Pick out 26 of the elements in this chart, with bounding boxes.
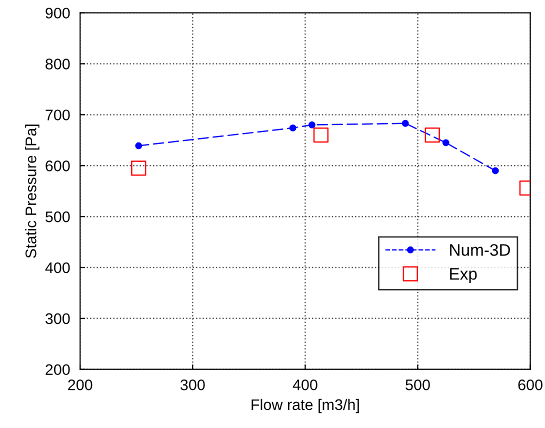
y-tick-label: 600 <box>46 160 70 172</box>
y-tick-label: 700 <box>46 110 70 120</box>
x-tick-label: 500 <box>406 379 430 390</box>
y-tick-label: 400 <box>45 262 70 274</box>
x-tick-label: 300 <box>180 379 205 390</box>
point <box>135 142 142 150</box>
point <box>131 160 146 176</box>
x-tick-label: 200 <box>68 379 92 390</box>
y-tick-label: 200 <box>46 364 70 376</box>
x-axis-title: Flow rate [m3/h] <box>252 398 359 414</box>
point <box>289 124 296 132</box>
legend-label: Num-3D <box>450 244 510 256</box>
point <box>308 121 316 128</box>
point <box>424 128 440 143</box>
point <box>313 128 329 143</box>
legend-label: Exp <box>450 268 477 284</box>
point <box>492 167 499 174</box>
y-axis-title: Static Pressure [Pa] <box>25 124 40 258</box>
y-tick-label: 500 <box>46 211 70 222</box>
y-tick-label: 900 <box>46 8 70 19</box>
y-tick-label: 300 <box>45 313 70 324</box>
point <box>402 120 409 127</box>
y-tick-label: 800 <box>46 58 70 70</box>
x-tick-label: 600 <box>518 379 542 390</box>
point <box>442 139 450 146</box>
x-tick-label: 400 <box>292 379 318 390</box>
